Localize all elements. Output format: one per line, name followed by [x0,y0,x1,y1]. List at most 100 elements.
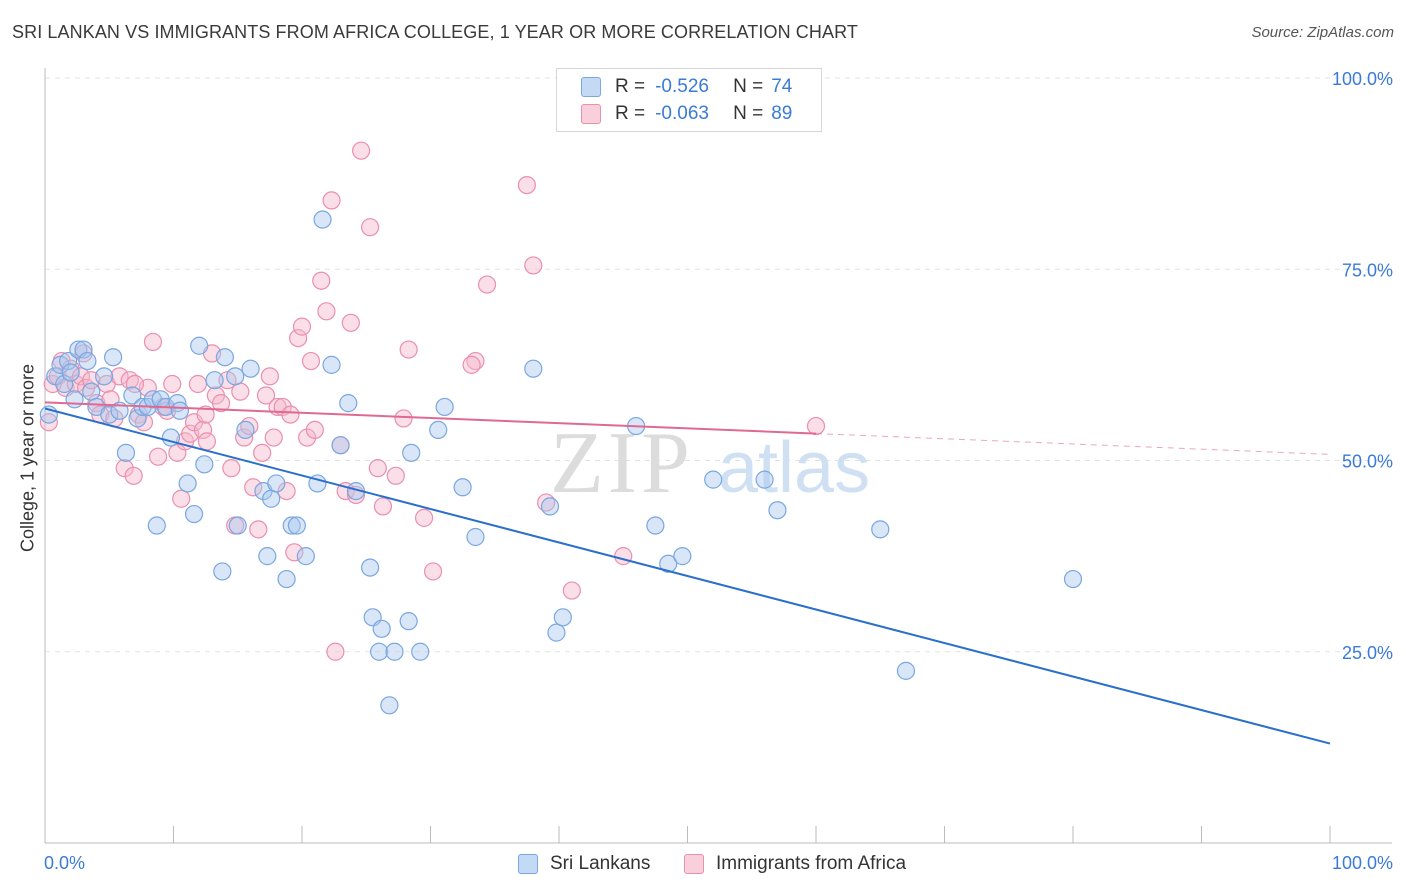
data-point-immigrants [305,420,324,439]
data-point-immigrants [256,386,276,405]
data-point-sri-lankans [553,608,572,627]
source-label: Source: ZipAtlas.com [1251,24,1394,41]
data-point-sri-lankans [104,348,123,367]
data-point-immigrants [562,581,581,600]
data-point-sri-lankans [170,401,190,420]
data-point-immigrants [423,562,443,581]
tick-labels: 25.0% 50.0% 75.0% 100.0% 0.0% 100.0% [44,69,1393,873]
legend-r-value: -0.063 [655,103,709,124]
data-point-sri-lankans [128,409,147,428]
legend-n-value: 89 [771,103,793,124]
y-axis-label: College, 1 year or more [17,363,38,553]
y-tick-label: 50.0% [1342,452,1393,472]
data-point-immigrants [394,409,413,428]
watermark-atlas: atlas [718,428,870,508]
data-point-immigrants [231,382,250,401]
data-point-sri-lankans [331,436,350,455]
data-point-immigrants [517,176,536,195]
legend-row-sri-lankans: R = -0.526 N = 74 [581,75,792,99]
data-point-sri-lankans [190,336,209,355]
data-point-immigrants [264,428,283,447]
data-point-sri-lankans [95,367,114,386]
data-point-immigrants [301,351,321,371]
data-point-sri-lankans [213,562,232,581]
data-point-sri-lankans [287,516,306,535]
data-point-immigrants [477,275,497,294]
data-point-sri-lankans [466,527,485,547]
data-point-immigrants [399,340,418,359]
data-point-sri-lankans [195,455,214,474]
data-point-immigrants [163,374,182,394]
bottom-legend-swatch-blue [518,854,538,874]
data-point-sri-lankans [205,371,224,390]
data-point-sri-lankans [61,363,80,382]
data-point-immigrants [312,271,331,290]
data-point-immigrants [281,405,300,424]
axes [44,68,1392,844]
trend-line-immigrants-extension [815,433,1331,455]
legend-r-label: R = [615,76,646,97]
data-point-sri-lankans [402,443,421,462]
data-point-sri-lankans [370,642,389,661]
correlation-legend: R = -0.526 N = 74 R = -0.063 N = 89 [556,68,822,132]
data-point-sri-lankans [241,359,260,378]
data-point-sri-lankans [871,520,890,539]
data-point-immigrants [253,443,272,462]
data-point-sri-lankans [267,474,286,493]
data-point-immigrants [361,218,380,237]
data-point-immigrants [244,478,263,497]
data-point-sri-lankans [768,501,787,520]
trend-line-immigrants [44,401,817,435]
data-point-immigrants [368,459,387,478]
data-point-sri-lankans [313,210,332,229]
legend-n-label: N = [733,76,764,97]
data-point-sri-lankans [116,443,136,462]
data-point-sri-lankans [361,558,380,577]
trend-line-sri-lankans [44,407,1331,745]
legend-n-label: N = [733,103,764,124]
data-point-sri-lankans [296,547,315,566]
data-point-immigrants [39,413,58,432]
data-point-immigrants [235,428,254,447]
bottom-legend-immigrants: Immigrants from Africa [684,852,906,876]
y-tick-label: 75.0% [1342,260,1393,280]
data-point-immigrants [125,374,145,394]
data-point-sri-lankans [178,474,197,493]
data-point-sri-lankans [380,696,399,715]
data-point-sri-lankans [100,405,119,424]
data-point-sri-lankans [547,623,566,642]
watermark: ZIP atlas [550,415,870,512]
legend-row-immigrants-from-africa: R = -0.063 N = 89 [581,102,792,126]
data-point-immigrants [524,256,543,275]
data-point-immigrants [322,191,341,210]
data-point-sri-lankans [123,386,142,405]
data-point-immigrants [124,466,143,485]
watermark-zip: ZIP [550,415,694,512]
y-tick-label: 25.0% [1342,643,1393,663]
data-point-sri-lankans [411,642,430,661]
data-point-immigrants [292,317,312,336]
x-tick-label: 100.0% [1332,853,1393,873]
data-point-sri-lankans [659,554,678,573]
grid-lines [45,77,1392,653]
data-point-immigrants [260,367,279,386]
legend-swatch-pink [581,104,601,124]
legend-n-value: 74 [771,76,793,97]
legend-r-label: R = [615,103,646,124]
data-point-sri-lankans [226,367,245,386]
data-point-sri-lankans [184,504,204,524]
data-point-immigrants [211,394,231,413]
data-point-immigrants [143,332,163,352]
x-tick-label: 0.0% [44,853,85,873]
data-point-sri-lankans [282,516,301,535]
data-point-immigrants [336,482,355,501]
data-point-immigrants [373,497,393,516]
data-point-sri-lankans [755,470,774,489]
data-point-sri-lankans [673,547,692,566]
data-point-sri-lankans [82,382,101,401]
data-point-sri-lankans [540,497,560,516]
data-point-sri-lankans [524,359,543,378]
data-point-immigrants [352,141,371,160]
data-point-immigrants [386,466,405,485]
